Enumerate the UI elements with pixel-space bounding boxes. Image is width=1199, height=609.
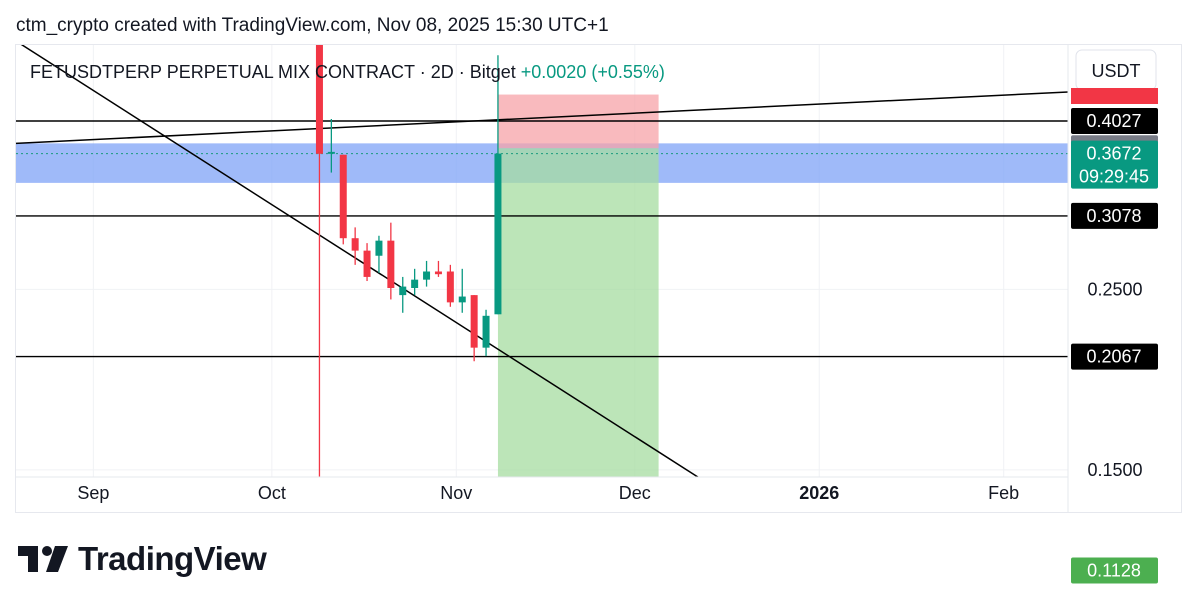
price-label-text: 0.2067 — [1086, 347, 1141, 367]
legend-symbol: FETUSDTPERP PERPETUAL MIX CONTRACT · 2D … — [30, 62, 521, 82]
x-axis-label: Feb — [988, 483, 1019, 503]
candle-body-up — [411, 279, 419, 289]
position-target-zone — [497, 148, 659, 477]
price-label-text: 0.1128 — [1087, 561, 1141, 581]
price-label-line — [1071, 108, 1158, 134]
bar-countdown: 09:29:45 — [1079, 167, 1149, 187]
plot-area — [16, 45, 1068, 477]
x-axis-label: Dec — [619, 483, 651, 503]
price-label-target — [1071, 557, 1158, 584]
chart-legend: FETUSDTPERP PERPETUAL MIX CONTRACT · 2D … — [30, 62, 665, 82]
x-axis-label: Nov — [440, 483, 472, 503]
tradingview-wordmark: TradingView — [78, 540, 267, 577]
x-axis-label: Oct — [258, 483, 286, 503]
candle-body-up — [375, 240, 383, 256]
candle-body-down — [315, 45, 323, 154]
candle-body-down — [387, 240, 395, 289]
stop-price-label-bg — [1071, 88, 1158, 104]
price-label-text: 0.3672 — [1086, 144, 1141, 164]
price-label-text: 0.3078 — [1086, 206, 1141, 226]
legend-change: +0.0020 (+0.55%) — [521, 62, 665, 82]
chart-caption: ctm_crypto created with TradingView.com,… — [16, 15, 609, 36]
candle-body-down — [351, 238, 359, 251]
price-label-last — [1071, 140, 1158, 189]
price-label-line — [1071, 343, 1158, 370]
candle-body-up — [458, 296, 466, 303]
candle-body-up — [327, 151, 335, 154]
price-label-text: 0.4027 — [1086, 111, 1141, 131]
tradingview-logo-icon — [18, 546, 68, 572]
tradingview-logo[interactable]: TradingView — [18, 540, 267, 578]
x-axis-label: Sep — [77, 483, 109, 503]
price-label-line — [1071, 202, 1158, 229]
y-tick-label: 0.2500 — [1087, 279, 1142, 299]
candle-body-down — [434, 271, 442, 275]
x-axis-label: 2026 — [799, 483, 839, 503]
trendline — [16, 91, 1068, 145]
candle-body-up — [482, 315, 490, 348]
currency-label: USDT — [1092, 61, 1141, 81]
candle-body-up — [399, 286, 407, 296]
trendline — [20, 45, 700, 477]
y-tick-label: 0.1500 — [1087, 460, 1142, 480]
candle-body-down — [363, 250, 371, 277]
candle-body-down — [470, 295, 478, 348]
chart-frame — [15, 44, 1182, 513]
candle-body-up — [423, 271, 431, 280]
candle-body-up — [494, 153, 502, 315]
candle-body-down — [339, 154, 347, 239]
candle-body-down — [446, 271, 454, 303]
